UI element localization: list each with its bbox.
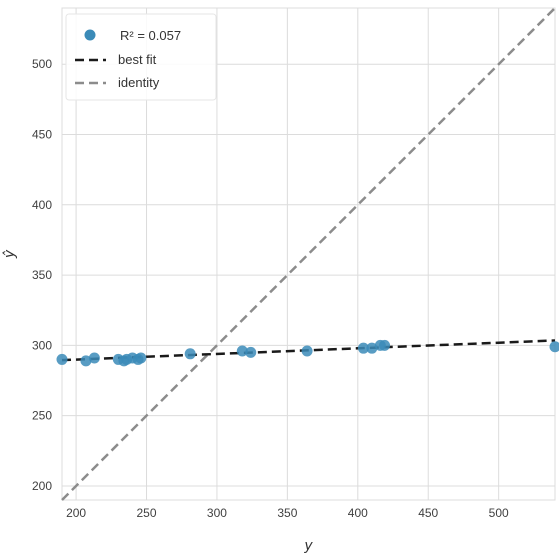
legend-best-fit-label: best fit — [118, 52, 157, 67]
data-point — [236, 345, 248, 357]
data-point — [366, 342, 378, 354]
x-tick-label: 450 — [418, 506, 438, 520]
y-tick-label: 300 — [32, 338, 52, 352]
legend-identity-label: identity — [118, 75, 160, 90]
identity-line-layer — [61, 7, 556, 501]
x-tick-label: 500 — [489, 506, 509, 520]
data-point — [357, 342, 369, 354]
y-tick-label: 450 — [32, 128, 52, 142]
x-tick-label: 200 — [66, 506, 86, 520]
y-tick-label: 500 — [32, 57, 52, 71]
legend-box — [65, 13, 217, 101]
data-point — [80, 355, 92, 367]
data-point — [184, 348, 196, 360]
data-point — [379, 339, 391, 351]
data-point — [135, 352, 147, 364]
x-axis-label: y — [303, 538, 313, 554]
legend-point-marker — [84, 29, 96, 41]
data-point — [549, 341, 559, 353]
data-point — [245, 346, 257, 358]
legend-r2-label: R² = 0.057 — [120, 28, 181, 43]
tick-labels: 200 250 300 350 400 450 500 200 250 300 350 400 450 5… — [32, 57, 509, 520]
x-tick-label: 250 — [136, 506, 156, 520]
data-point — [88, 352, 100, 364]
y-tick-label: 200 — [32, 479, 52, 493]
y-axis-label: ŷ — [2, 249, 18, 259]
data-point — [56, 353, 68, 365]
identity-line — [61, 7, 556, 501]
y-tick-label: 250 — [32, 409, 52, 423]
legend: R² = 0.057 best fit identity — [65, 13, 217, 101]
y-tick-label: 350 — [32, 268, 52, 282]
x-tick-label: 400 — [348, 506, 368, 520]
y-tick-label: 400 — [32, 198, 52, 212]
x-tick-label: 300 — [207, 506, 227, 520]
data-points — [56, 339, 559, 367]
data-point — [301, 345, 313, 357]
x-tick-label: 350 — [277, 506, 297, 520]
